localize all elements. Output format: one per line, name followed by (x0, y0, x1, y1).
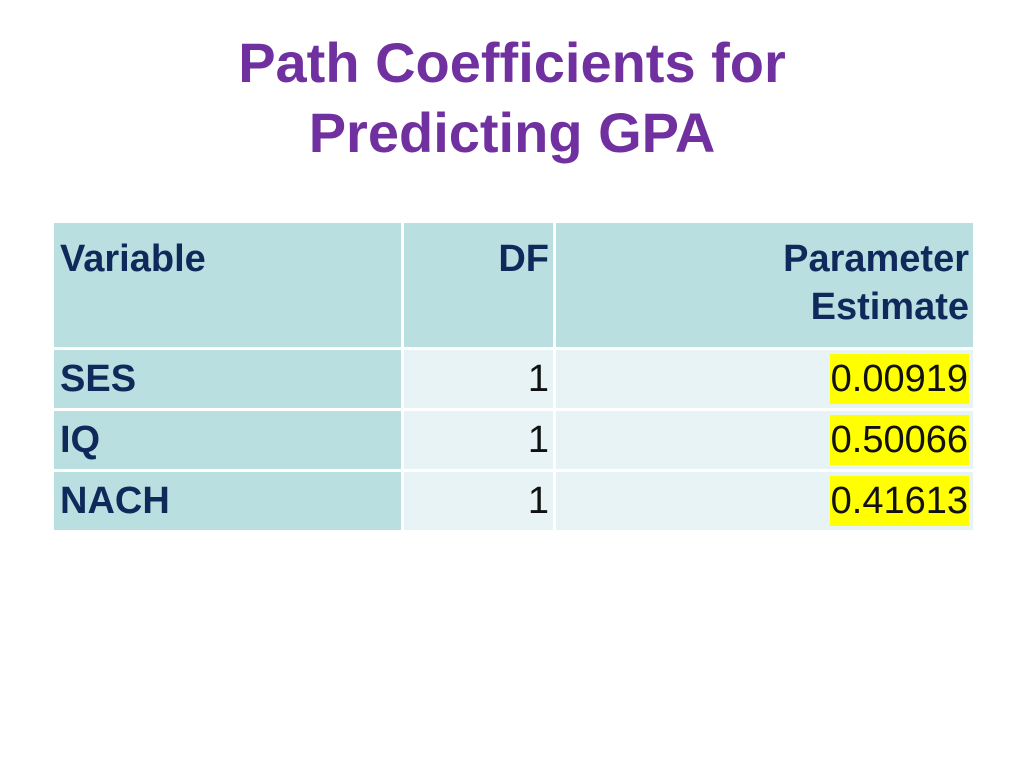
table-row: SES 1 0.00919 (51, 347, 976, 411)
header-estimate-line-1: Parameter (783, 238, 969, 280)
slide-title: Path Coefficients for Predicting GPA (0, 28, 1024, 168)
header-parameter-estimate: Parameter Estimate (553, 220, 976, 350)
table-row: NACH 1 0.41613 (51, 469, 976, 533)
estimate-value: 0.50066 (829, 415, 969, 465)
cell-df: 1 (401, 347, 556, 411)
table-row: IQ 1 0.50066 (51, 408, 976, 472)
cell-estimate: 0.41613 (553, 469, 976, 533)
estimate-value: 0.41613 (829, 476, 969, 526)
cell-df: 1 (401, 408, 556, 472)
slide-title-line-1: Path Coefficients for (238, 31, 786, 94)
estimate-value: 0.00919 (829, 354, 969, 404)
header-variable: Variable (51, 220, 404, 350)
cell-estimate: 0.50066 (553, 408, 976, 472)
path-coefficients-table: Variable DF Parameter Estimate SES 1 0.0… (51, 220, 976, 533)
slide-title-line-2: Predicting GPA (308, 101, 716, 164)
cell-variable: IQ (51, 408, 404, 472)
cell-estimate: 0.00919 (553, 347, 976, 411)
table-header-row: Variable DF Parameter Estimate (51, 220, 976, 350)
cell-df: 1 (401, 469, 556, 533)
cell-variable: SES (51, 347, 404, 411)
header-df: DF (401, 220, 556, 350)
cell-variable: NACH (51, 469, 404, 533)
header-estimate-line-2: Estimate (810, 286, 969, 328)
